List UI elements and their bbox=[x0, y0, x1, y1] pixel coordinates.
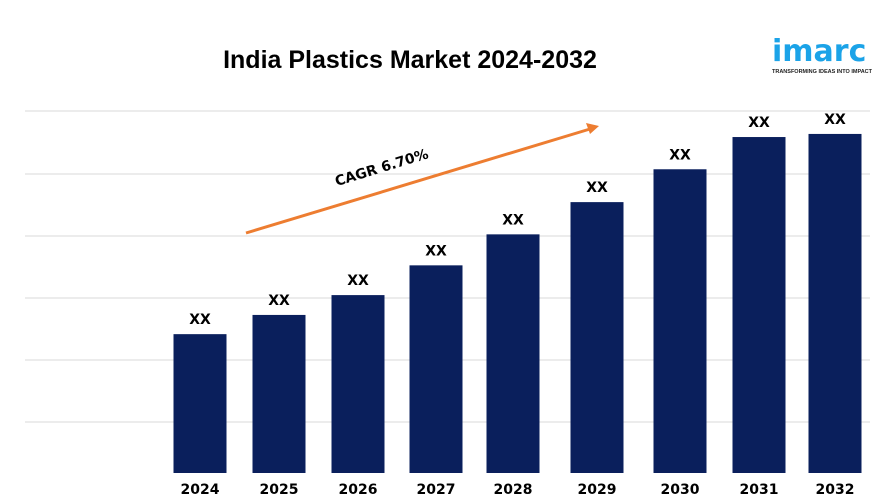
bar-2031 bbox=[732, 137, 786, 473]
x-tick-label: 2024 bbox=[181, 482, 220, 498]
bar-2027 bbox=[409, 265, 463, 473]
data-label: XX bbox=[669, 147, 691, 163]
data-label: XX bbox=[586, 180, 608, 196]
imarc-logo: imarc TRANSFORMING IDEAS INTO IMPACT bbox=[772, 34, 882, 76]
data-label: XX bbox=[425, 243, 447, 259]
data-label: XX bbox=[189, 312, 211, 328]
bar-2024 bbox=[173, 334, 227, 473]
data-label: XX bbox=[268, 293, 290, 309]
x-tick-label: 2025 bbox=[260, 482, 299, 498]
x-tick-label: 2032 bbox=[816, 482, 855, 498]
data-label: XX bbox=[748, 115, 770, 131]
x-tick-label: 2031 bbox=[740, 482, 779, 498]
logo-wordmark: imarc bbox=[772, 34, 867, 69]
cagr-arrow-line bbox=[245, 127, 591, 235]
bar-2026 bbox=[331, 295, 385, 473]
bar-2032 bbox=[808, 133, 862, 473]
x-tick-label: 2028 bbox=[494, 482, 533, 498]
bar-2030 bbox=[653, 169, 707, 473]
bar-2029 bbox=[570, 202, 624, 473]
data-label: XX bbox=[824, 112, 846, 128]
bar-2028 bbox=[486, 234, 540, 473]
x-tick-label: 2027 bbox=[417, 482, 456, 498]
data-label: XX bbox=[347, 273, 369, 289]
bar-2025 bbox=[252, 314, 306, 473]
data-label: XX bbox=[502, 212, 524, 228]
x-tick-label: 2029 bbox=[578, 482, 617, 498]
cagr-arrow-head bbox=[586, 123, 599, 134]
x-tick-label: 2026 bbox=[339, 482, 378, 498]
cagr-annotation: CAGR 6.70% bbox=[333, 146, 430, 190]
logo-tagline: TRANSFORMING IDEAS INTO IMPACT bbox=[772, 69, 873, 75]
chart-title: India Plastics Market 2024-2032 bbox=[223, 46, 597, 74]
x-tick-label: 2030 bbox=[661, 482, 700, 498]
